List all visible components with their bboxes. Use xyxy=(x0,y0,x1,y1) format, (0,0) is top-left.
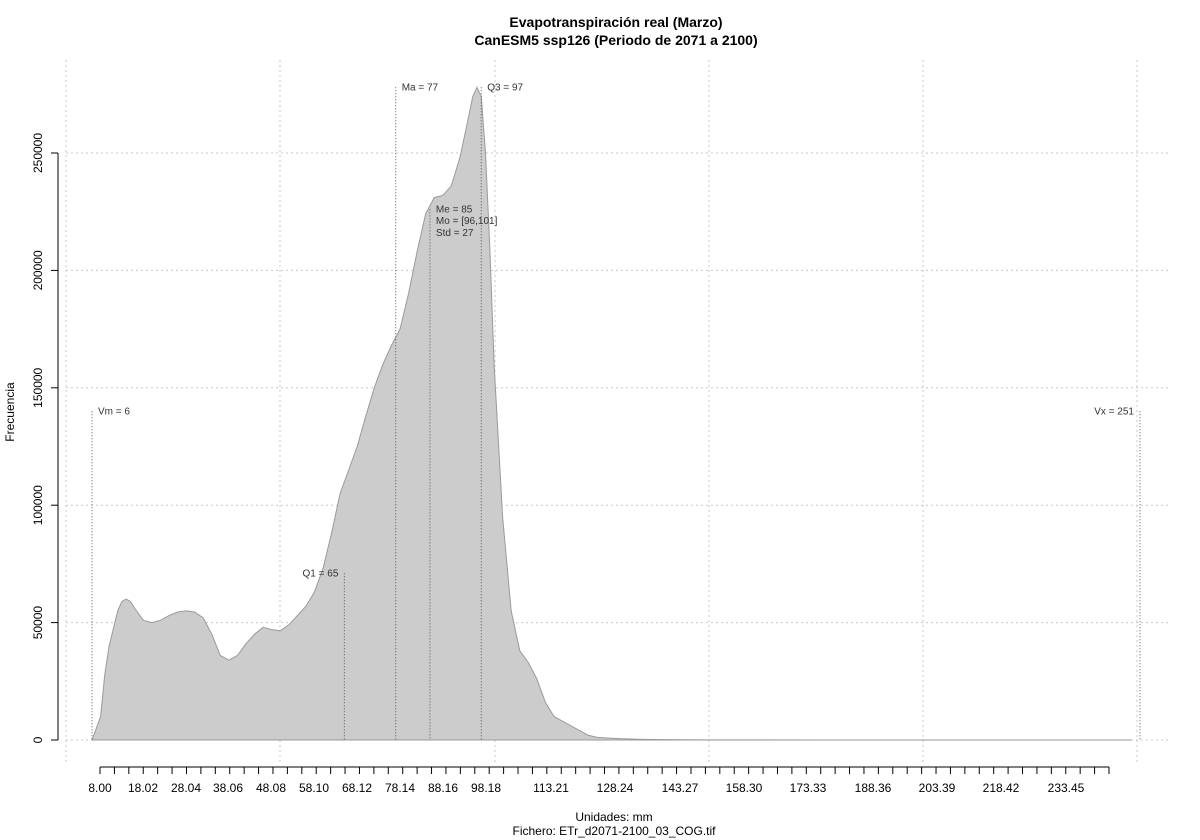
x-tick-label-12: 143.27 xyxy=(662,781,699,795)
x-tick-label-13: 158.30 xyxy=(726,781,763,795)
x-tick-label-9: 98.18 xyxy=(471,781,501,795)
x-tick-label-11: 128.24 xyxy=(597,781,634,795)
annotation-label-5: Std = 27 xyxy=(436,228,474,239)
annotation-label-1: Q1 = 65 xyxy=(303,568,339,579)
chart-subtitle: CanESM5 ssp126 (Periodo de 2071 a 2100) xyxy=(474,32,758,48)
x-tick-label-17: 218.42 xyxy=(983,781,1020,795)
x-tick-label-16: 203.39 xyxy=(919,781,956,795)
annotation-label-6: Q3 = 97 xyxy=(487,82,523,93)
x-tick-label-14: 173.33 xyxy=(790,781,827,795)
x-tick-label-18: 233.45 xyxy=(1048,781,1085,795)
y-tick-label-3: 150000 xyxy=(31,367,45,407)
annotation-label-7: Vx = 251 xyxy=(1094,406,1134,417)
axes: 0 50000 100000 150000 200000 250000 8.00 18.02 2… xyxy=(31,133,1110,795)
y-tick-label-1: 50000 xyxy=(31,606,45,640)
x-tick-label-15: 188.36 xyxy=(855,781,892,795)
x-tick-label-3: 38.06 xyxy=(213,781,243,795)
annotation-label-3: Me = 85 xyxy=(436,204,473,215)
y-tick-label-4: 200000 xyxy=(31,250,45,290)
x-tick-label-7: 78.14 xyxy=(385,781,415,795)
x-tick-label-0: 8.00 xyxy=(88,781,112,795)
annotation-label-2: Ma = 77 xyxy=(402,82,439,93)
y-tick-label-0: 0 xyxy=(31,736,45,743)
x-tick-label-4: 48.08 xyxy=(256,781,286,795)
x-tick-label-10: 113.21 xyxy=(533,781,569,795)
annotation-label-4: Mo = [96,101] xyxy=(436,216,498,227)
file-caption: Fichero: ETr_d2071-2100_03_COG.tif xyxy=(512,824,716,838)
x-tick-label-6: 68.12 xyxy=(342,781,372,795)
y-tick-label-5: 250000 xyxy=(31,133,45,173)
density-area xyxy=(91,86,1132,741)
annotation-label-0: Vm = 6 xyxy=(98,406,130,417)
x-tick-label-5: 58.10 xyxy=(299,781,329,795)
x-tick-label-8: 88.16 xyxy=(428,781,458,795)
x-tick-label-1: 18.02 xyxy=(128,781,158,795)
y-tick-label-2: 100000 xyxy=(31,485,45,525)
chart-title: Evapotranspiración real (Marzo) xyxy=(509,14,723,30)
y-axis-label: Frecuencia xyxy=(3,382,17,442)
x-tick-label-2: 28.04 xyxy=(171,781,201,795)
x-axis-label: Unidades: mm xyxy=(575,810,653,824)
